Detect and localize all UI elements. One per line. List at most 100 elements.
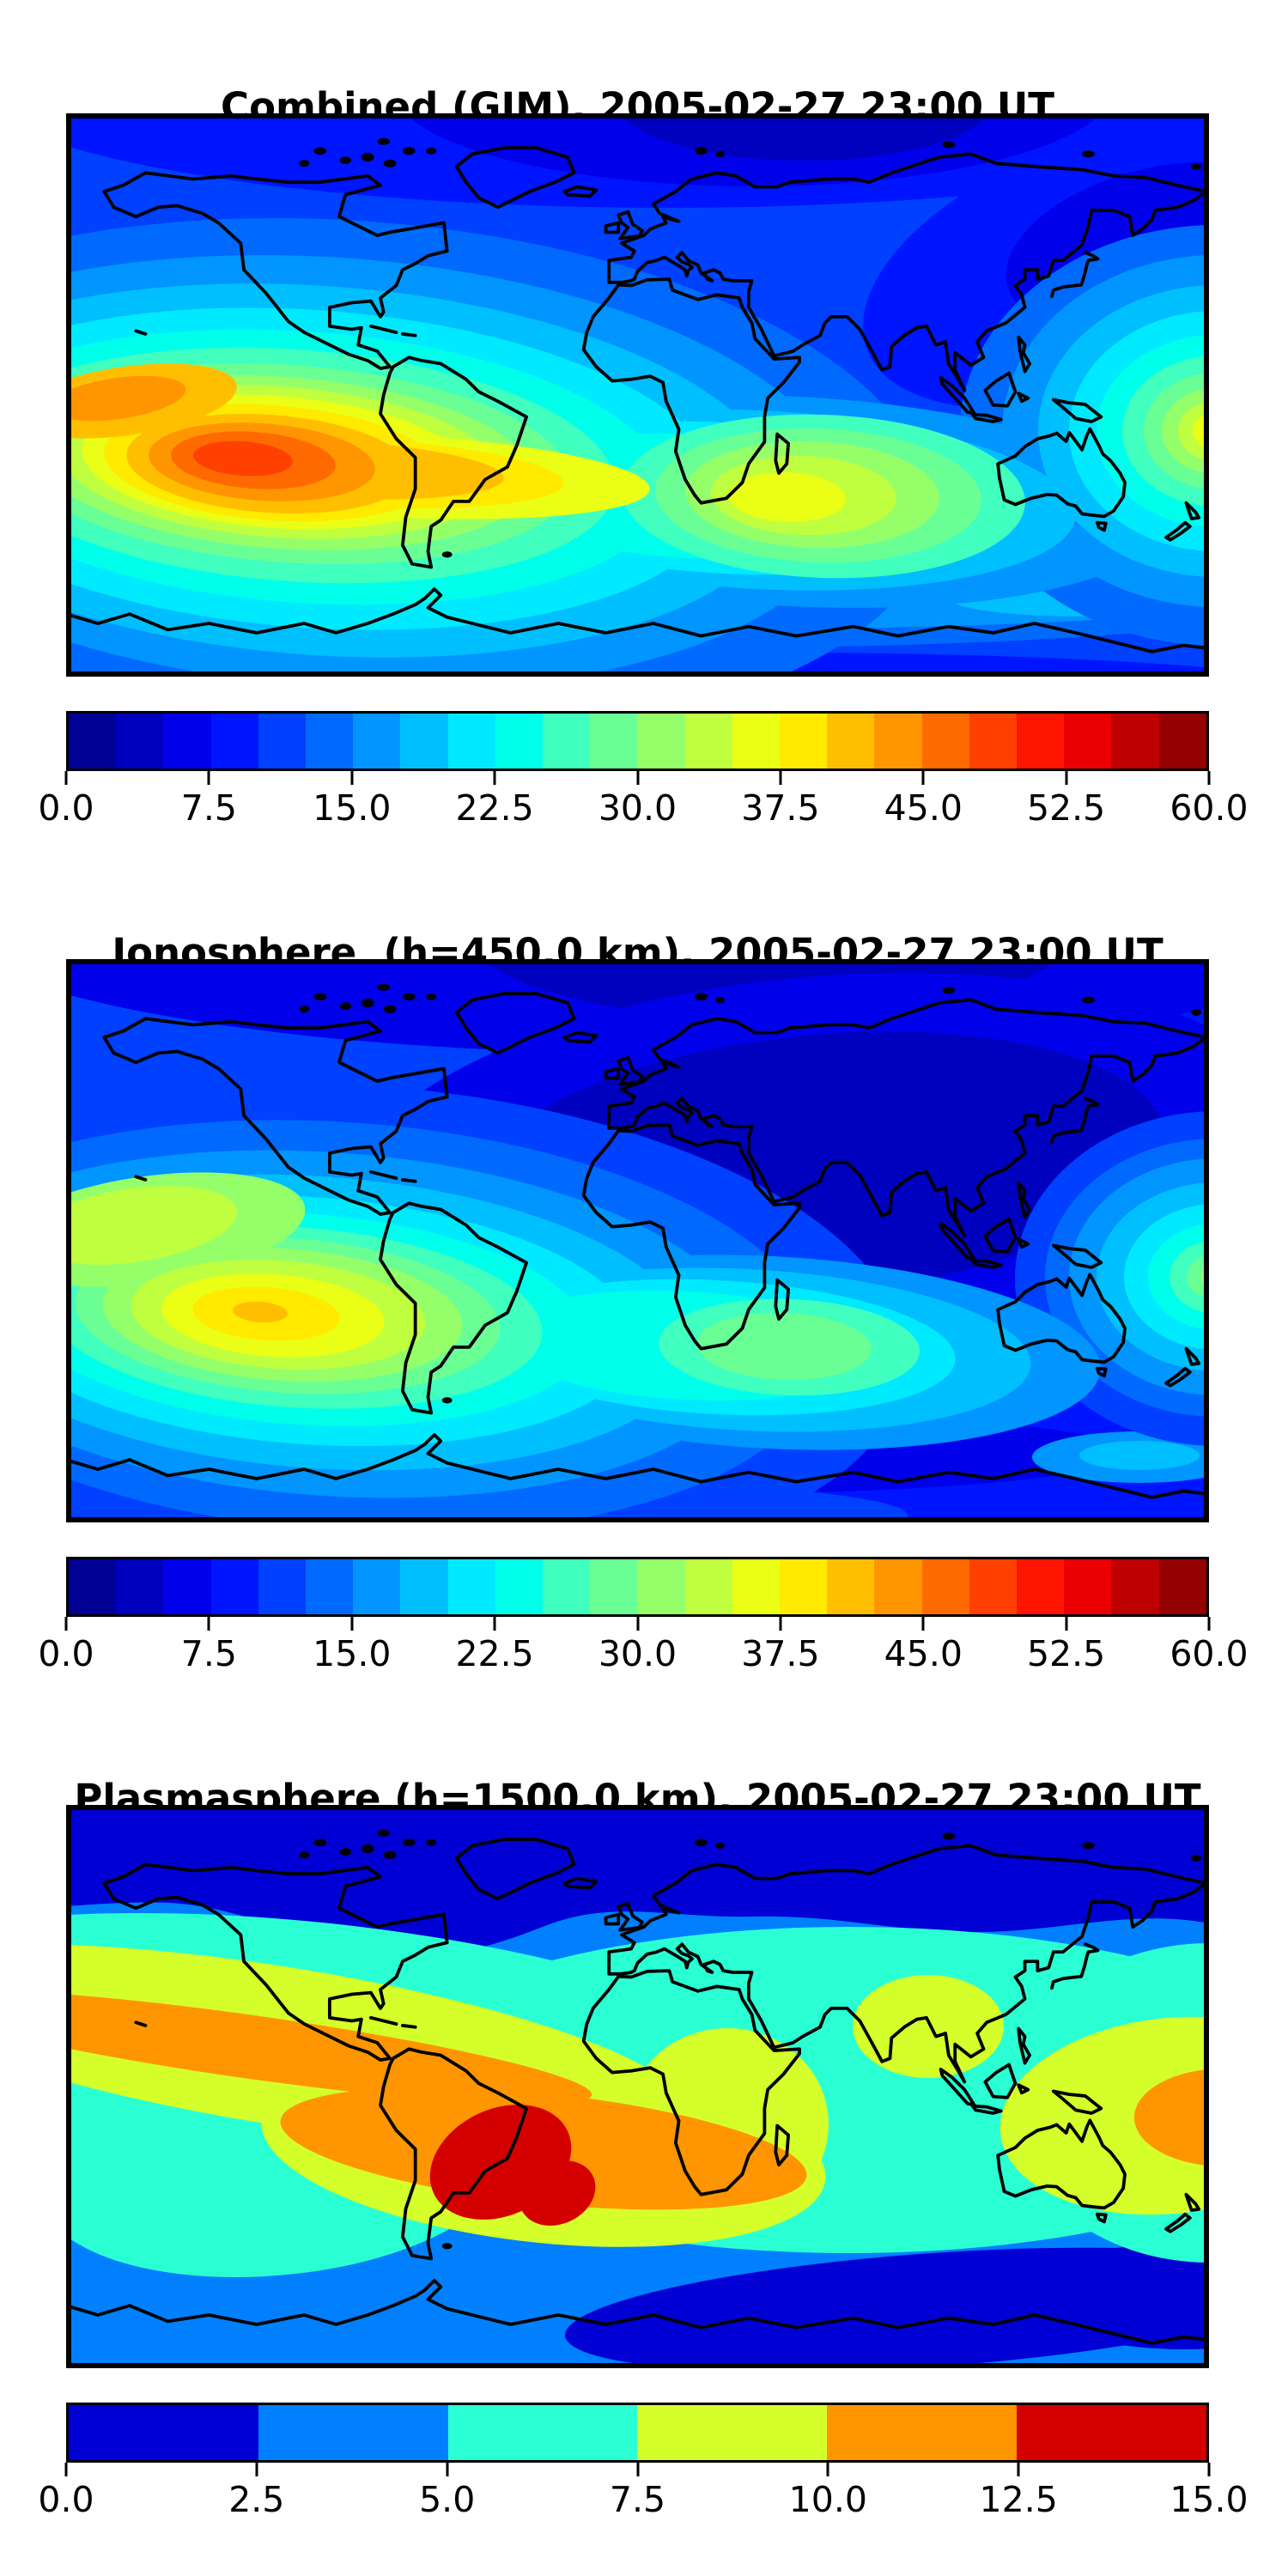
colorbar-segment — [827, 714, 875, 769]
contour-blob — [66, 1990, 592, 2105]
colorbar-tick — [826, 2463, 829, 2476]
contour-region — [66, 1805, 1209, 1957]
colorbar-tick-label: 7.5 — [609, 2479, 666, 2520]
colorbar-ticklabels: 0.0 7.5 15.0 22.5 30.0 37.5 45.0 52.5 60.0 — [38, 787, 1248, 831]
colorbar-segment — [1017, 1559, 1065, 1614]
colorbar-segment — [1158, 1559, 1206, 1614]
colorbar-tick-label: 60.0 — [1170, 1633, 1249, 1674]
colorbar-segment — [827, 2405, 1018, 2460]
colorbar-segment — [163, 1559, 211, 1614]
colorbar-segment — [495, 714, 544, 769]
colorbar-segment — [1111, 1559, 1159, 1614]
colorbar-combined — [66, 711, 1209, 771]
contour-blob — [233, 1301, 288, 1323]
colorbar-tick — [1065, 771, 1068, 785]
colorbar-tick — [64, 771, 68, 785]
colorbar-segment — [543, 1559, 591, 1614]
colorbar-tick — [1065, 1617, 1068, 1631]
map-frame — [66, 1805, 1209, 2368]
colorbar-segment — [258, 1559, 307, 1614]
colorbar-tick — [64, 2463, 68, 2476]
colorbar-tick-label: 0.0 — [38, 2479, 94, 2520]
colorbar-tick-label: 52.5 — [1026, 1633, 1106, 1674]
colorbar-segment — [69, 2405, 258, 2460]
colorbar-tick-label: 5.0 — [419, 2479, 476, 2520]
colorbar-segment — [684, 714, 732, 769]
colorbar-segment — [590, 714, 638, 769]
colorbar-tick-label: 15.0 — [313, 787, 392, 829]
contour-blob — [1134, 2069, 1209, 2166]
colorbar-tickmarks — [64, 771, 1211, 785]
map-frame — [66, 959, 1209, 1522]
colorbar-segment — [447, 2405, 638, 2460]
colorbar-segment — [921, 714, 969, 769]
colorbar-tick — [493, 771, 496, 785]
colorbar-tick — [921, 771, 925, 785]
contour-map-svg — [66, 1805, 1209, 2368]
colorbar-tick — [636, 1617, 639, 1631]
colorbar-segment — [353, 1559, 401, 1614]
colorbar-tick-label: 30.0 — [598, 1633, 677, 1674]
colorbar-segment — [495, 1559, 544, 1614]
colorbar-tick-label: 10.0 — [788, 2479, 867, 2520]
colorbar-tick-label: 22.5 — [455, 1633, 534, 1674]
map-combined-gim — [66, 113, 1209, 677]
colorbar-tick-label: 7.5 — [180, 787, 237, 829]
colorbar-tick-label: 52.5 — [1026, 787, 1106, 829]
colorbar-tickmarks — [64, 1617, 1211, 1631]
colorbar-segment — [306, 714, 354, 769]
colorbar-segment — [1064, 714, 1112, 769]
colorbar-segment — [780, 714, 828, 769]
colorbar-tick-label: 37.5 — [741, 1633, 820, 1674]
colorbar-tick — [921, 1617, 925, 1631]
colorbar-segment — [447, 1559, 495, 1614]
colorbar-segment — [116, 1559, 164, 1614]
colorbar-segment — [780, 1559, 828, 1614]
contour-blob — [729, 471, 846, 523]
colorbar-segment — [637, 1559, 685, 1614]
colorbar-segment — [400, 714, 448, 769]
colorbar-tick-label: 45.0 — [884, 1633, 963, 1674]
colorbar-segment — [163, 714, 211, 769]
colorbar-segment — [590, 1559, 638, 1614]
colorbar-tick-label: 15.0 — [313, 1633, 392, 1674]
colorbar-segment — [210, 714, 258, 769]
colorbar-segment — [684, 1559, 732, 1614]
colorbar-tick — [64, 1617, 68, 1631]
colorbar-tick — [493, 1617, 496, 1631]
colorbar-tick-label: 45.0 — [884, 787, 963, 829]
colorbar-segment — [353, 714, 401, 769]
colorbar-segment — [637, 714, 685, 769]
colorbar-tick-label: 60.0 — [1170, 787, 1249, 829]
colorbar-tick — [636, 2463, 639, 2476]
colorbar-segment — [827, 1559, 875, 1614]
colorbar-tick — [779, 1617, 782, 1631]
colorbar-tick-label: 7.5 — [180, 1633, 237, 1674]
colorbar-segment — [69, 714, 117, 769]
map-plasmasphere — [66, 1805, 1209, 2368]
colorbar-tick-label: 0.0 — [38, 787, 94, 829]
contour-blob — [519, 2160, 596, 2226]
colorbar-segment — [258, 2405, 448, 2460]
colorbar-tick-label: 30.0 — [598, 787, 677, 829]
colorbar-segment — [1158, 714, 1206, 769]
colorbar-tick — [1207, 1617, 1211, 1631]
colorbar-tick — [207, 1617, 210, 1631]
colorbar-segment — [400, 1559, 448, 1614]
colorbar-tick-label: 15.0 — [1170, 2479, 1249, 2520]
colorbar-segment — [874, 1559, 922, 1614]
contour-blob — [193, 440, 293, 477]
colorbar-segment — [637, 2405, 828, 2460]
colorbar-segment — [447, 714, 495, 769]
colorbar-tick-label: 37.5 — [741, 787, 820, 829]
colorbar-segment — [969, 714, 1018, 769]
colorbar-segment — [69, 1559, 117, 1614]
colorbar-segment — [1064, 1559, 1112, 1614]
colorbar-tick — [207, 771, 210, 785]
colorbar-segment — [921, 1559, 969, 1614]
colorbar-tick-label: 22.5 — [455, 787, 534, 829]
map-ionosphere — [66, 959, 1209, 1522]
contour-map-svg — [66, 113, 1209, 677]
contour-blob — [1187, 1254, 1209, 1300]
colorbar-tick — [446, 2463, 449, 2476]
